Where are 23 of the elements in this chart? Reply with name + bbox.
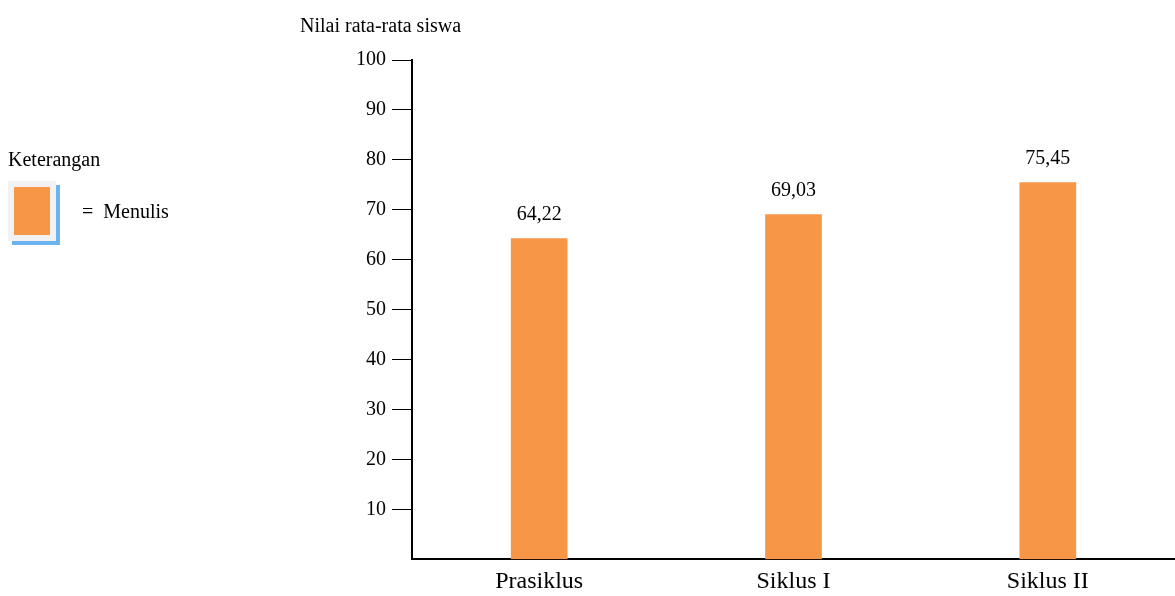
y-tick-label: 90 [366,97,386,120]
y-tick-label: 60 [366,246,386,269]
y-tick-label: 50 [366,296,386,319]
x-tick-label: Siklus I [756,566,831,593]
y-axis-title: Nilai rata-rata siswa [300,14,462,37]
bar [765,214,822,560]
text: Menulis [103,199,169,223]
y-tick-label: 100 [356,47,386,70]
legend-title: Keterangan [8,148,102,171]
y-tick-label: 10 [366,496,386,519]
y-tick-label: 40 [366,346,386,369]
data-label: 64,22 [516,201,562,224]
data-label: 69,03 [771,177,816,200]
y-tick-label: 70 [366,197,386,220]
text: = [82,199,94,223]
x-tick-label: Prasiklus [495,566,584,593]
x-tick-label: Siklus II [1006,566,1089,593]
bar [1019,182,1077,560]
y-tick-label: 30 [366,396,386,419]
y-tick-label: 20 [366,446,386,469]
data-label: 75,45 [1025,145,1071,168]
y-tick-label: 80 [366,147,386,170]
bar [510,238,568,560]
